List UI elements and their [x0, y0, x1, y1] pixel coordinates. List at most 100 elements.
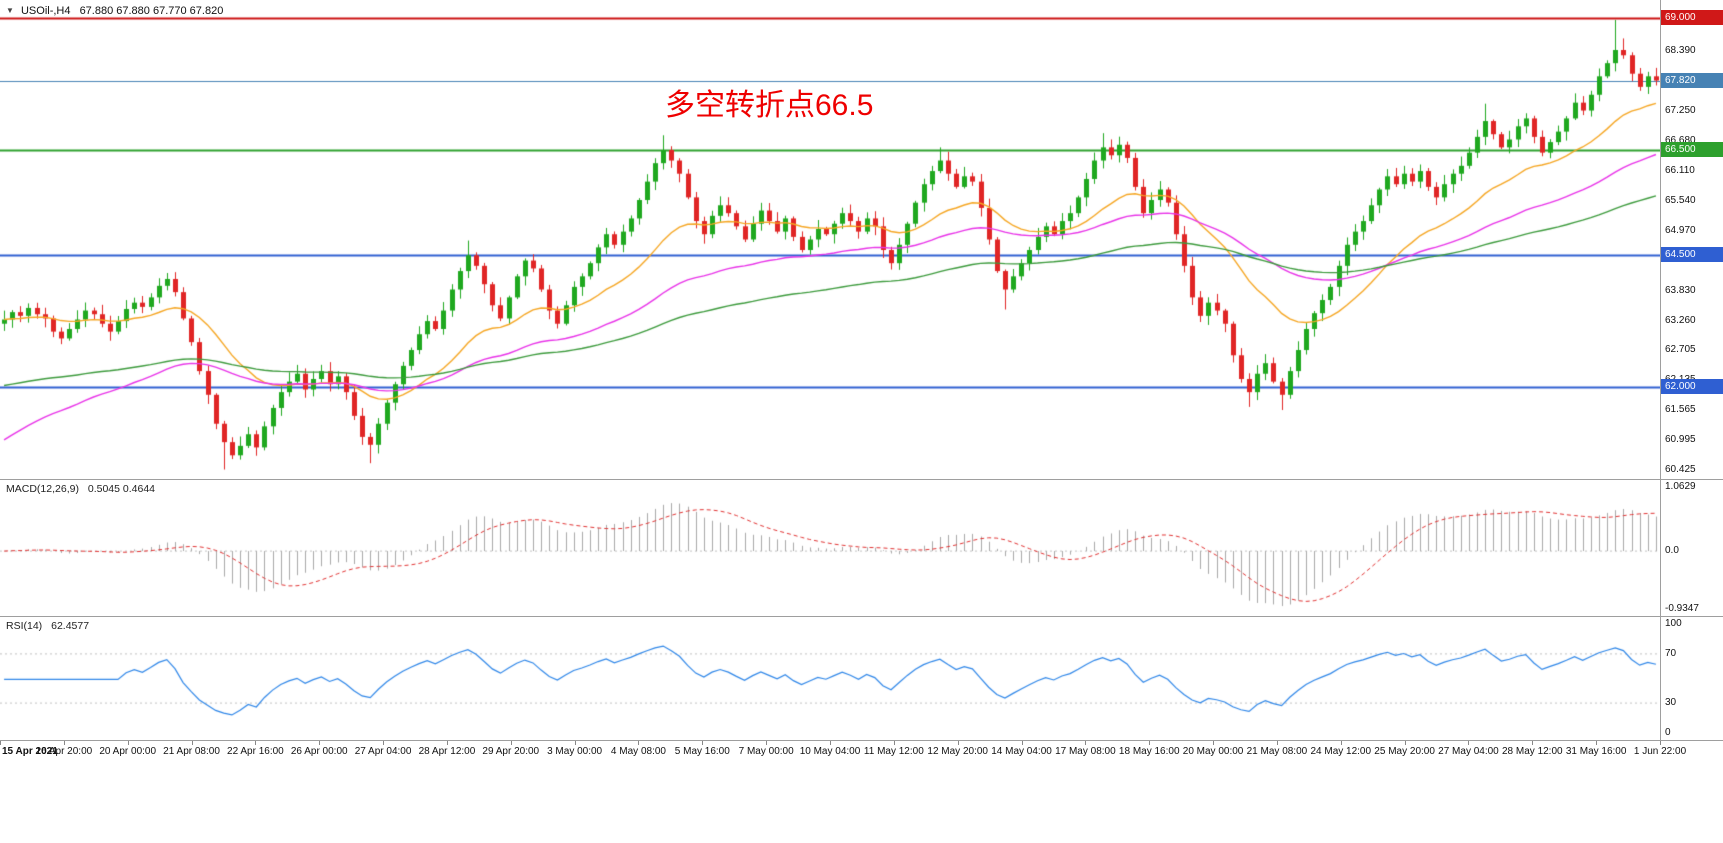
macd-axis-label: 1.0629 [1665, 481, 1696, 492]
rsi-axis[interactable]: 100 70 30 0 [1660, 617, 1723, 740]
time-label: 21 Apr 08:00 [163, 746, 220, 757]
price-label: 67.250 [1665, 104, 1696, 116]
macd-values: 0.5045 0.4644 [87, 483, 156, 495]
time-label: 14 May 04:00 [991, 746, 1052, 757]
time-label: 16 Apr 20:00 [35, 746, 93, 757]
time-tick [1341, 741, 1342, 745]
price-label: 66.110 [1665, 164, 1695, 176]
price-label: 64.970 [1665, 224, 1696, 236]
time-tick [1277, 741, 1278, 745]
price-axis[interactable]: 68.390 67.250 66.680 66.110 65.540 64.970 63.8… [1660, 0, 1723, 479]
rsi-name: RSI(14) [6, 620, 43, 632]
rsi-canvas[interactable] [0, 617, 1660, 740]
macd-axis[interactable]: 1.0629 0.0 -0.9347 [1660, 480, 1723, 616]
time-label: 28 Apr 12:00 [418, 746, 476, 757]
rsi-axis-label: 70 [1665, 647, 1677, 659]
time-label: 12 May 20:00 [927, 746, 988, 757]
time-tick [383, 741, 384, 745]
macd-name: MACD(12,26,9) [6, 483, 79, 495]
time-label: 4 May 08:00 [610, 746, 666, 757]
time-label: 15 Apr 2021 [2, 746, 58, 757]
collapse-icon[interactable]: ▼ [6, 6, 14, 15]
time-tick [1085, 741, 1086, 745]
time-label: 31 May 16:00 [1565, 746, 1627, 757]
time-label: 20 May 00:00 [1182, 746, 1244, 757]
price-label: 60.995 [1665, 433, 1696, 445]
time-tick [1468, 741, 1469, 745]
rsi-panel: RSI(14) 62.4577 100 70 30 0 [0, 617, 1723, 741]
time-label: 24 May 12:00 [1310, 746, 1372, 757]
time-label: 5 May 16:00 [674, 746, 730, 757]
time-tick [1405, 741, 1406, 745]
time-label: 20 Apr 00:00 [99, 746, 157, 757]
price-tag: 62.000 [1661, 378, 1723, 394]
price-label: 68.390 [1665, 44, 1696, 56]
time-tick [766, 741, 767, 745]
price-label: 66.680 [1665, 134, 1696, 146]
price-tag: 67.820 [1661, 72, 1723, 88]
annotation-text[interactable]: 多空转折点66.5 [665, 89, 874, 122]
time-tick [1532, 741, 1533, 745]
time-tick [702, 741, 703, 745]
rsi-label: RSI(14) 62.4577 [6, 620, 95, 632]
ohlc-values: 67.880 67.880 67.770 67.820 [79, 5, 224, 17]
time-tick [1660, 741, 1661, 745]
time-tick [511, 741, 512, 745]
rsi-axis-label: 0 [1665, 727, 1671, 738]
time-label: 21 May 08:00 [1246, 746, 1308, 757]
price-panel: ▼ USOil-,H4 67.880 67.880 67.770 67.820 … [0, 0, 1723, 480]
time-tick [894, 741, 895, 745]
time-label: 11 May 12:00 [863, 746, 924, 757]
price-label: 63.260 [1665, 314, 1696, 326]
macd-label: MACD(12,26,9) 0.5045 0.4644 [6, 483, 161, 495]
time-label: 26 Apr 00:00 [290, 746, 348, 757]
time-tick [1149, 741, 1150, 745]
time-label: 10 May 04:00 [799, 746, 861, 757]
time-tick [575, 741, 576, 745]
time-tick [319, 741, 320, 745]
time-label: 27 May 04:00 [1438, 746, 1499, 757]
price-label: 61.565 [1665, 403, 1696, 415]
time-tick [255, 741, 256, 745]
time-label: 28 May 12:00 [1501, 746, 1563, 757]
time-tick [1596, 741, 1597, 745]
time-label: 18 May 16:00 [1118, 746, 1180, 757]
time-label: 22 Apr 16:00 [227, 746, 284, 757]
time-tick [64, 741, 65, 745]
time-label: 7 May 00:00 [738, 746, 794, 757]
time-label: 3 May 00:00 [547, 746, 603, 757]
macd-axis-label: -0.9347 [1665, 602, 1699, 614]
time-tick [830, 741, 831, 745]
price-label: 65.540 [1665, 194, 1696, 206]
time-label: 29 Apr 20:00 [482, 746, 540, 757]
time-label: 1 Jun 22:00 [1633, 746, 1687, 757]
price-tag: 66.500 [1661, 142, 1723, 158]
rsi-axis-label: 100 [1665, 618, 1682, 629]
price-chart-canvas[interactable] [0, 0, 1660, 479]
time-label: 17 May 08:00 [1055, 746, 1116, 757]
rsi-values: 62.4577 [51, 620, 90, 632]
rsi-axis-label: 30 [1665, 697, 1677, 709]
symbol-period-label: USOil-,H4 [20, 5, 71, 17]
price-tag: 64.500 [1661, 247, 1723, 263]
price-tag: 69.000 [1661, 10, 1723, 26]
time-tick [1022, 741, 1023, 745]
time-tick [1213, 741, 1214, 745]
price-label: 62.705 [1665, 343, 1696, 355]
time-label: 25 May 20:00 [1374, 746, 1435, 757]
time-tick [447, 741, 448, 745]
price-label: 63.830 [1665, 284, 1696, 296]
time-axis[interactable]: 15 Apr 2021 16 Apr 20:00 20 Apr 00:00 21 Ap… [0, 741, 1723, 843]
macd-canvas[interactable] [0, 480, 1660, 616]
time-tick [0, 741, 1, 745]
macd-axis-label: 0.0 [1665, 545, 1679, 557]
macd-panel: MACD(12,26,9) 0.5045 0.4644 1.0629 0.0 -0.… [0, 480, 1723, 617]
price-label: 60.425 [1665, 463, 1696, 475]
ohlc-info: ▼ USOil-,H4 67.880 67.880 67.770 67.820 [6, 5, 229, 17]
time-tick [958, 741, 959, 745]
time-tick [128, 741, 129, 745]
time-label: 27 Apr 04:00 [354, 746, 412, 757]
time-tick [192, 741, 193, 745]
time-tick [638, 741, 639, 745]
